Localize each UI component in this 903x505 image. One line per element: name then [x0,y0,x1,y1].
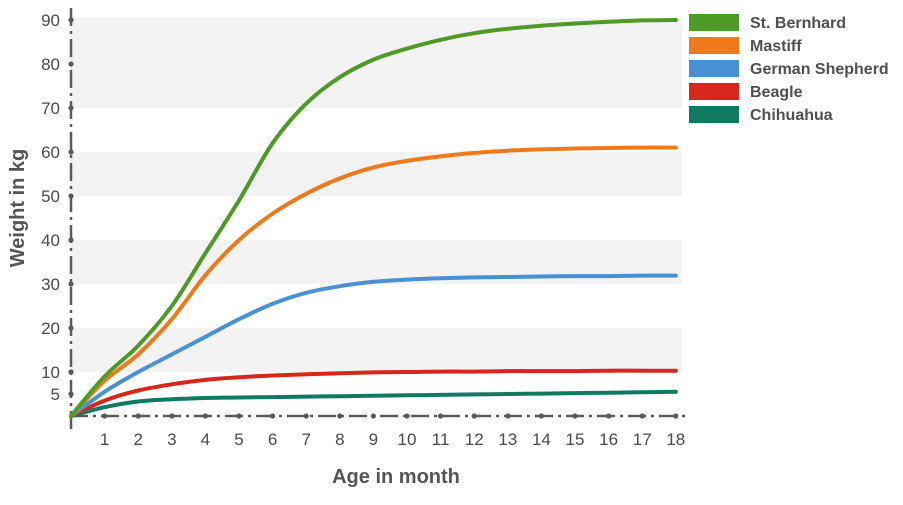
x-tick-label: 5 [234,430,243,449]
x-tick-label: 17 [633,430,652,449]
x-tick-label: 8 [335,430,344,449]
legend-label-chihuahua: Chihuahua [750,107,833,124]
x-tick-label: 16 [599,430,618,449]
legend-swatch-chihuahua [689,106,739,123]
y-tick-label: 30 [41,275,60,294]
legend-label-mastiff: Mastiff [750,38,802,55]
x-tick-mark [438,413,444,419]
y-tick-label: 70 [41,99,60,118]
x-tick-label: 1 [100,430,109,449]
x-tick-label: 7 [301,430,310,449]
x-tick-mark [303,413,309,419]
series-line-mastiff [69,145,678,418]
x-tick-label: 6 [268,430,277,449]
legend-swatch-german-shepherd [689,60,739,77]
y-tick-label: 50 [41,187,60,206]
x-tick-label: 4 [201,430,210,449]
legend-label-beagle: Beagle [750,84,803,101]
grid-band [71,152,682,196]
x-tick-mark [404,413,410,419]
axes [69,8,690,432]
series-lines [69,18,678,418]
y-tick-label: 60 [41,143,60,162]
y-tick-label: 90 [41,11,60,30]
series-line-beagle [69,368,678,418]
grid-band [71,328,682,372]
x-tick-label: 10 [398,430,417,449]
legend-swatch-mastiff [689,37,739,54]
x-tick-label: 12 [465,430,484,449]
legend-label-german-shepherd: German Shepherd [750,61,889,78]
y-tick-mark [68,149,74,155]
series-line-st-bernhard [69,18,678,418]
legend-swatch-st-bernhard [689,14,739,31]
x-tick-label: 2 [133,430,142,449]
x-axis-title: Age in month [332,466,460,488]
grid-band [71,64,682,108]
y-axis-title: Weight in kg [7,149,29,268]
x-tick-label: 11 [432,430,450,449]
y-tick-label: 5 [51,385,60,404]
y-tick-mark [68,281,74,287]
legend: St. Bernhard Mastiff German Shepherd Beagle… [689,14,889,124]
x-tick-label: 14 [532,430,551,449]
x-tick-label: 3 [167,430,176,449]
x-tick-label: 15 [566,430,585,449]
series-line-chihuahua [69,389,678,418]
x-tick-label: 13 [498,430,517,449]
x-tick-mark [337,413,343,419]
x-tick-label: 9 [369,430,378,449]
x-tick-label: 18 [666,430,685,449]
y-tick-label: 80 [41,55,60,74]
legend-swatch-beagle [689,83,739,100]
y-tick-label: 40 [41,231,60,250]
legend-label-st-bernhard: St. Bernhard [750,15,846,32]
y-tick-label: 20 [41,319,60,338]
series-line-german-shepherd [69,273,678,418]
y-tick-label: 10 [41,363,60,382]
